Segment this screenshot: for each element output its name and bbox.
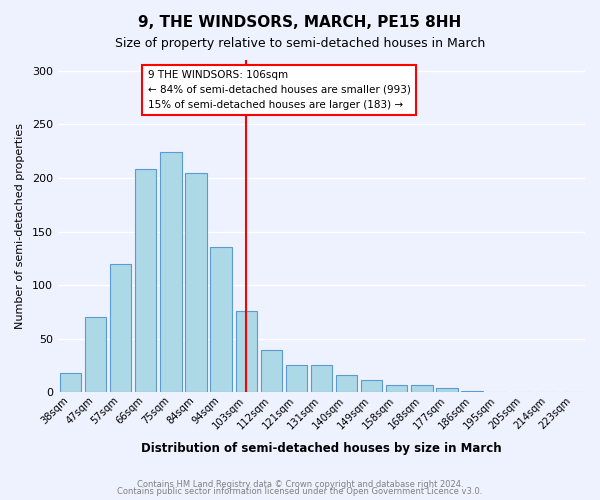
Bar <box>185 172 206 392</box>
Text: 9, THE WINDSORS, MARCH, PE15 8HH: 9, THE WINDSORS, MARCH, PE15 8HH <box>139 15 461 30</box>
Bar <box>311 364 332 392</box>
Bar <box>411 385 433 392</box>
Bar <box>135 170 157 392</box>
Text: Contains HM Land Registry data © Crown copyright and database right 2024.: Contains HM Land Registry data © Crown c… <box>137 480 463 489</box>
Bar <box>336 376 357 392</box>
Text: Contains public sector information licensed under the Open Government Licence v3: Contains public sector information licen… <box>118 487 482 496</box>
Bar <box>386 385 407 392</box>
Bar <box>260 350 282 393</box>
Bar <box>236 311 257 392</box>
Y-axis label: Number of semi-detached properties: Number of semi-detached properties <box>15 123 25 329</box>
Text: 9 THE WINDSORS: 106sqm
← 84% of semi-detached houses are smaller (993)
15% of se: 9 THE WINDSORS: 106sqm ← 84% of semi-det… <box>148 70 410 110</box>
Bar <box>85 318 106 392</box>
Bar <box>160 152 182 392</box>
Bar <box>436 388 458 392</box>
Bar <box>211 246 232 392</box>
X-axis label: Distribution of semi-detached houses by size in March: Distribution of semi-detached houses by … <box>141 442 502 455</box>
Bar <box>110 264 131 392</box>
Bar <box>361 380 382 392</box>
Text: Size of property relative to semi-detached houses in March: Size of property relative to semi-detach… <box>115 38 485 51</box>
Bar <box>60 373 81 392</box>
Bar <box>286 364 307 392</box>
